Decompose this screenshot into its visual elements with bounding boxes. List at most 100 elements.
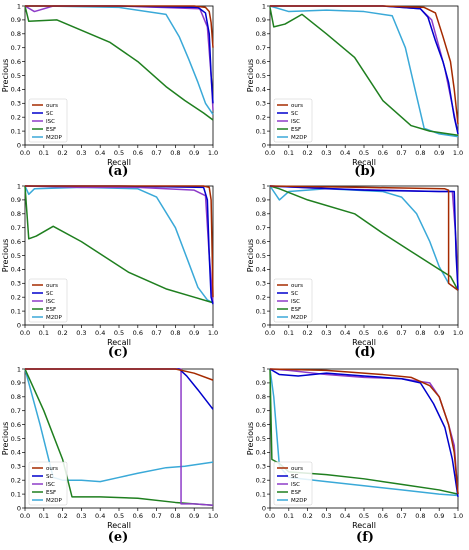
legend-label-ours: ours xyxy=(46,466,58,472)
y-tick-label: 0.6 xyxy=(256,421,266,429)
y-tick-label: 0.3 xyxy=(11,280,21,288)
y-tick-label: 0.6 xyxy=(11,238,21,246)
x-tick-label: 1.0 xyxy=(208,512,218,520)
legend-box xyxy=(28,98,68,143)
x-tick-label: 0.0 xyxy=(20,329,30,337)
chart-panel-0: 0.0 0.1 0.2 0.3 0.4 0.5 0.6 0.7 0.8 0.9 1.0 0 0.1 0.2… xyxy=(1,2,218,167)
y-tick-label: 0.3 xyxy=(256,463,266,471)
legend-box xyxy=(273,278,313,323)
series-line-ours xyxy=(270,5,459,125)
x-tick-label: 0.4 xyxy=(340,512,350,520)
y-tick-label: 0.2 xyxy=(256,477,266,485)
x-tick-label: 0.4 xyxy=(340,149,350,157)
x-tick-label: 0.6 xyxy=(133,329,143,337)
legend-label-ours: ours xyxy=(291,103,303,109)
x-tick-label: 0.5 xyxy=(114,149,124,157)
y-tick-label: 0.9 xyxy=(256,196,266,204)
x-tick-label: 0.2 xyxy=(302,512,312,520)
x-tick-label: 0.0 xyxy=(265,149,275,157)
y-tick-label: 0 xyxy=(17,504,21,512)
y-tick-label: 1 xyxy=(17,182,21,190)
y-tick-label: 0.9 xyxy=(11,379,21,387)
legend-label-ours: ours xyxy=(291,466,303,472)
x-tick-label: 0.7 xyxy=(396,329,406,337)
y-tick-label: 0.4 xyxy=(256,266,266,274)
y-tick-label: 0.1 xyxy=(256,127,266,135)
x-axis-label: Recall xyxy=(352,521,376,530)
x-tick-label: 0.3 xyxy=(76,329,86,337)
legend-label-isc: ISC xyxy=(46,299,55,305)
y-tick-label: 0.4 xyxy=(11,86,21,94)
y-tick-label: 0.6 xyxy=(11,421,21,429)
x-tick-label: 0.8 xyxy=(170,512,180,520)
y-tick-label: 0.5 xyxy=(11,435,21,443)
x-tick-label: 0.9 xyxy=(189,329,199,337)
x-tick-label: 0.6 xyxy=(378,149,388,157)
y-tick-label: 0.8 xyxy=(256,393,266,401)
y-tick-label: 0 xyxy=(262,504,266,512)
y-tick-label: 0.4 xyxy=(11,449,21,457)
y-tick-label: 1 xyxy=(262,2,266,10)
legend-label-sc: SC xyxy=(291,111,298,117)
y-tick-label: 0.3 xyxy=(11,463,21,471)
x-tick-label: 0.2 xyxy=(57,512,67,520)
y-tick-label: 0.2 xyxy=(11,114,21,122)
x-tick-label: 0.4 xyxy=(95,512,105,520)
legend-label-ours: ours xyxy=(291,283,303,289)
series-line-m2dp xyxy=(24,368,214,483)
series-line-esf xyxy=(24,185,214,304)
x-tick-label: 0.8 xyxy=(170,329,180,337)
legend-label-sc: SC xyxy=(291,474,298,480)
y-tick-label: 0.2 xyxy=(256,114,266,122)
y-tick-label: 0.3 xyxy=(11,100,21,108)
legend-label-sc: SC xyxy=(46,474,53,480)
y-axis-label: Precious xyxy=(246,422,255,455)
x-tick-label: 0.8 xyxy=(170,149,180,157)
x-tick-label: 0.4 xyxy=(340,329,350,337)
x-tick-label: 0.3 xyxy=(76,512,86,520)
legend-box xyxy=(273,461,313,506)
y-tick-label: 0.5 xyxy=(256,435,266,443)
y-tick-label: 0 xyxy=(17,141,21,149)
x-tick-label: 0.1 xyxy=(284,329,294,337)
panel-label-f: (f) xyxy=(356,530,374,545)
chart-panel-4: 0.0 0.1 0.2 0.3 0.4 0.5 0.6 0.7 0.8 0.9 1.0 0 0.1 0.2… xyxy=(1,365,218,530)
chart-panel-1: 0.0 0.1 0.2 0.3 0.4 0.5 0.6 0.7 0.8 0.9 1.0 0 0.1 0.2… xyxy=(246,2,463,167)
legend-label-esf: ESF xyxy=(291,490,301,496)
y-tick-label: 0.8 xyxy=(256,210,266,218)
y-tick-label: 0.9 xyxy=(11,196,21,204)
legend-box xyxy=(273,98,313,143)
x-tick-label: 0.1 xyxy=(284,149,294,157)
series-line-m2dp xyxy=(24,185,214,304)
y-tick-label: 0.5 xyxy=(256,72,266,80)
x-tick-label: 1.0 xyxy=(453,512,463,520)
y-tick-label: 0.8 xyxy=(11,210,21,218)
y-tick-label: 0.3 xyxy=(256,100,266,108)
y-tick-label: 0.8 xyxy=(11,393,21,401)
legend-label-m2dp: M2DP xyxy=(291,498,307,504)
y-axis-label: Precious xyxy=(246,59,255,92)
x-tick-label: 0.2 xyxy=(57,149,67,157)
legend-box xyxy=(28,278,68,323)
legend-label-esf: ESF xyxy=(46,307,56,313)
x-tick-label: 0.7 xyxy=(151,329,161,337)
x-tick-label: 0.3 xyxy=(76,149,86,157)
x-tick-label: 0.7 xyxy=(396,512,406,520)
legend-label-m2dp: M2DP xyxy=(46,315,62,321)
y-axis-label: Precious xyxy=(1,422,10,455)
y-tick-label: 0.2 xyxy=(11,477,21,485)
series-line-ours xyxy=(25,5,214,48)
series-line-esf xyxy=(269,7,459,137)
y-tick-label: 0.1 xyxy=(256,490,266,498)
series-line-ours xyxy=(269,185,459,291)
legend-label-sc: SC xyxy=(46,291,53,297)
y-tick-label: 0.2 xyxy=(256,294,266,302)
y-tick-label: 0.5 xyxy=(256,252,266,260)
x-tick-label: 0.5 xyxy=(359,329,369,337)
y-tick-label: 0.7 xyxy=(11,407,21,415)
y-axis-label: Precious xyxy=(246,239,255,272)
x-tick-label: 0.3 xyxy=(321,512,331,520)
y-tick-label: 0.1 xyxy=(11,490,21,498)
y-tick-label: 0.4 xyxy=(11,266,21,274)
